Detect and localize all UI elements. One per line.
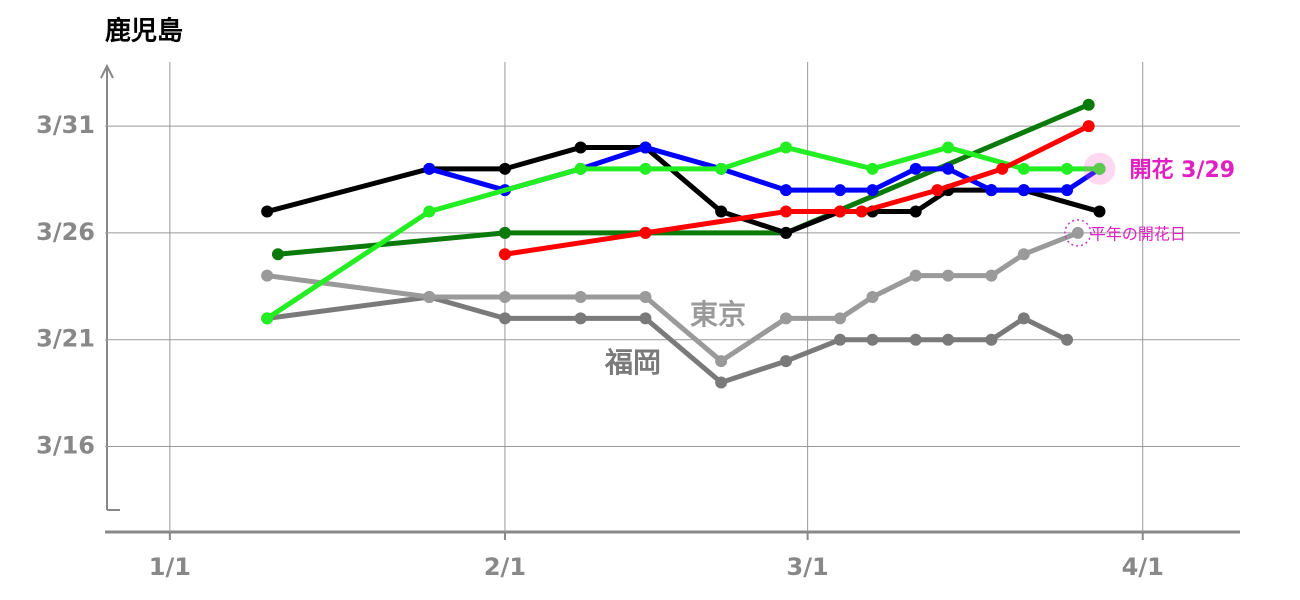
point [574, 291, 587, 303]
point [866, 162, 879, 175]
point [909, 205, 922, 218]
point [261, 269, 274, 282]
point [909, 162, 922, 175]
series-line [266, 144, 1101, 236]
point [866, 291, 879, 303]
point [574, 162, 587, 175]
y-axis-arrow [100, 63, 114, 79]
point [985, 333, 998, 346]
point [423, 205, 436, 218]
point [909, 333, 922, 346]
point [261, 312, 274, 325]
y-tick-label: 3/31 [36, 111, 95, 139]
point [639, 162, 652, 175]
point [715, 162, 728, 175]
point [271, 248, 284, 261]
bloom-marker [1083, 152, 1116, 185]
x-tick-label: 1/1 [149, 553, 191, 581]
point [780, 184, 792, 197]
point [780, 205, 792, 218]
y-tick-label: 3/26 [36, 218, 95, 246]
point [834, 333, 847, 346]
chart-title: 鹿児島 [105, 16, 183, 47]
point [423, 291, 436, 303]
point [498, 248, 511, 261]
x-tick-label: 4/1 [1122, 553, 1164, 581]
point [574, 141, 587, 154]
point [639, 141, 652, 154]
point [423, 162, 436, 175]
y-tick-label: 3/16 [36, 432, 95, 460]
point [985, 184, 998, 197]
point [715, 355, 728, 368]
point [834, 184, 847, 197]
series-line [504, 123, 1090, 257]
point [1071, 226, 1084, 239]
point [1093, 162, 1106, 175]
point [780, 355, 792, 368]
point [866, 184, 879, 197]
x-tick-label: 3/1 [787, 553, 829, 581]
point [574, 312, 587, 325]
point [1061, 333, 1074, 346]
point [1017, 162, 1030, 175]
normal-marker [1064, 219, 1092, 247]
x-tick-label: 2/1 [484, 553, 526, 581]
point [931, 184, 944, 197]
point [942, 333, 955, 346]
point [942, 269, 955, 282]
point [866, 333, 879, 346]
point [261, 205, 274, 218]
y-tick-label: 3/21 [36, 325, 95, 353]
point [996, 162, 1009, 175]
point [498, 291, 511, 303]
point [1017, 248, 1030, 261]
point [834, 312, 847, 325]
point [498, 162, 511, 175]
point [834, 205, 847, 218]
point [1082, 120, 1095, 133]
point [985, 269, 998, 282]
point [1061, 162, 1074, 175]
point [780, 141, 792, 154]
point [942, 141, 955, 154]
point [1017, 312, 1030, 325]
annotation: 平年の開花日 [1090, 224, 1186, 243]
point [909, 269, 922, 282]
point [498, 312, 511, 325]
point [855, 205, 868, 218]
point [1061, 184, 1074, 197]
series-label: 東京 [690, 298, 746, 331]
point [942, 162, 955, 175]
series-line [266, 230, 1079, 364]
point [715, 205, 728, 218]
point [639, 312, 652, 325]
point [780, 312, 792, 325]
point [639, 226, 652, 239]
point [1082, 98, 1095, 111]
point [780, 226, 792, 239]
series-line [266, 294, 1069, 385]
annotation: 開花 3/29 [1129, 157, 1235, 183]
point [1017, 184, 1030, 197]
point [498, 226, 511, 239]
point [1093, 205, 1106, 218]
point [639, 291, 652, 303]
point [715, 376, 728, 389]
series-label: 福岡 [604, 346, 661, 379]
